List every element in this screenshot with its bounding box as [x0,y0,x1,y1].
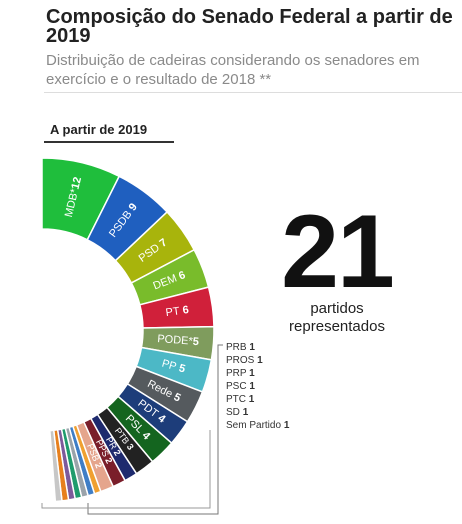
minor-item-label: PROS [226,355,255,366]
minor-item-label: PSC [226,381,247,392]
minor-item-value: 1 [257,355,263,366]
minor-item-label: PRB [226,342,247,353]
section-label: A partir de 2019 [50,122,148,137]
minor-bracket-line [87,344,223,515]
minor-item-prb: PRB 1 [226,341,289,354]
minor-parties-list: PRB 1 PROS 1 PRP 1 PSC 1 PTC 1 SD 1 Sem Partid… [226,341,289,432]
minor-item-label: PRP [226,368,247,379]
minor-item-value: 1 [249,368,255,379]
minor-item-value: 1 [248,394,255,405]
chart-subtitle: Distribuição de cadeiras considerando os… [46,52,420,88]
minor-item-sd: SD 1 [226,406,289,419]
minor-item-pros: PROS 1 [226,354,289,367]
minor-item-label: PTC [226,394,246,405]
minor-item-psc: PSC 1 [226,380,289,393]
minor-item-prp: PRP 1 [226,367,289,380]
minor-item-value: 1 [249,342,255,353]
minor-item-value: 1 [242,407,249,418]
slice-label-pode: PODE*5 [157,333,199,348]
party-count: 21 [281,194,395,310]
minor-item-value: 1 [283,420,290,431]
slice-sem-partido [49,429,63,503]
minor-bracket-line-inner [41,430,211,509]
chart-title: Composição do Senado Federal a partir de… [46,6,453,47]
header-divider [44,92,462,93]
section-underline [44,141,174,143]
party-count-caption: partidos representados [289,300,385,335]
minor-item-label: SD [226,407,240,418]
minor-item-sem-partido: Sem Partido 1 [226,419,289,432]
slice-label-pp: PP 5 [160,358,186,376]
minor-item-ptc: PTC 1 [226,393,289,406]
minor-item-value: 1 [249,381,255,392]
minor-item-label: Sem Partido [226,420,282,431]
slice-label-pt: PT 6 [165,304,190,319]
